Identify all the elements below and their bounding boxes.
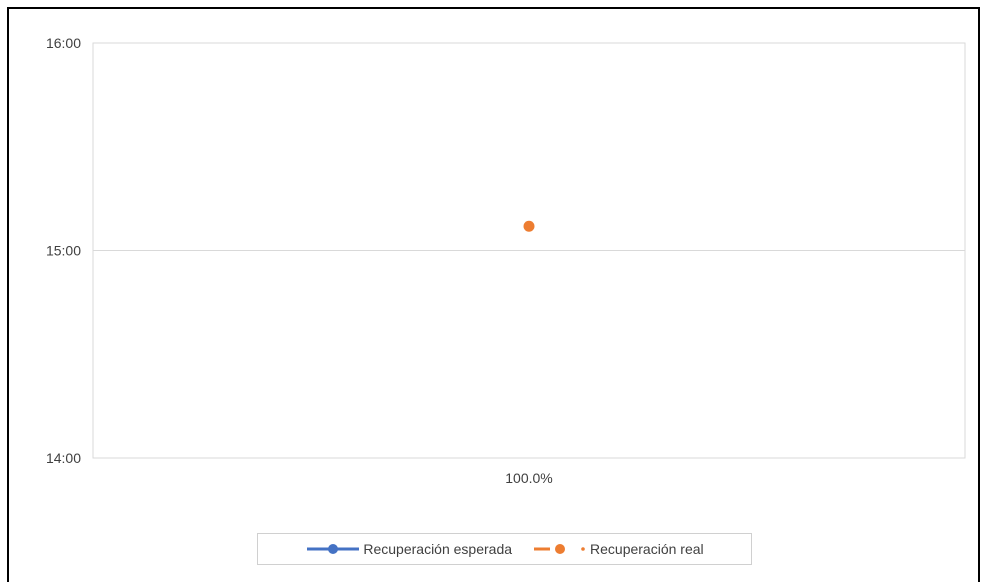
legend-item-expected: Recuperación esperada [305, 541, 512, 557]
y-axis-ticks: 14:00 15:00 16:00 [46, 35, 81, 466]
legend-swatch-expected [307, 544, 360, 554]
data-points [523, 220, 535, 232]
y-tick-label: 14:00 [46, 450, 81, 466]
data-point-series-1 [523, 220, 535, 232]
gridlines [93, 42, 965, 459]
legend-label-real: Recuperación real [590, 541, 704, 557]
y-tick-label: 16:00 [46, 35, 81, 51]
legend-label-expected: Recuperación esperada [363, 541, 513, 557]
x-axis-ticks: 100.0% [505, 470, 552, 486]
legend-swatch-real [534, 544, 585, 554]
y-tick-label: 15:00 [46, 243, 81, 259]
x-tick-label: 100.0% [505, 470, 552, 486]
legend: Recuperación esperada Recuperación real [257, 533, 752, 565]
legend-item-real: Recuperación real [532, 541, 704, 557]
chart-frame [7, 7, 980, 582]
